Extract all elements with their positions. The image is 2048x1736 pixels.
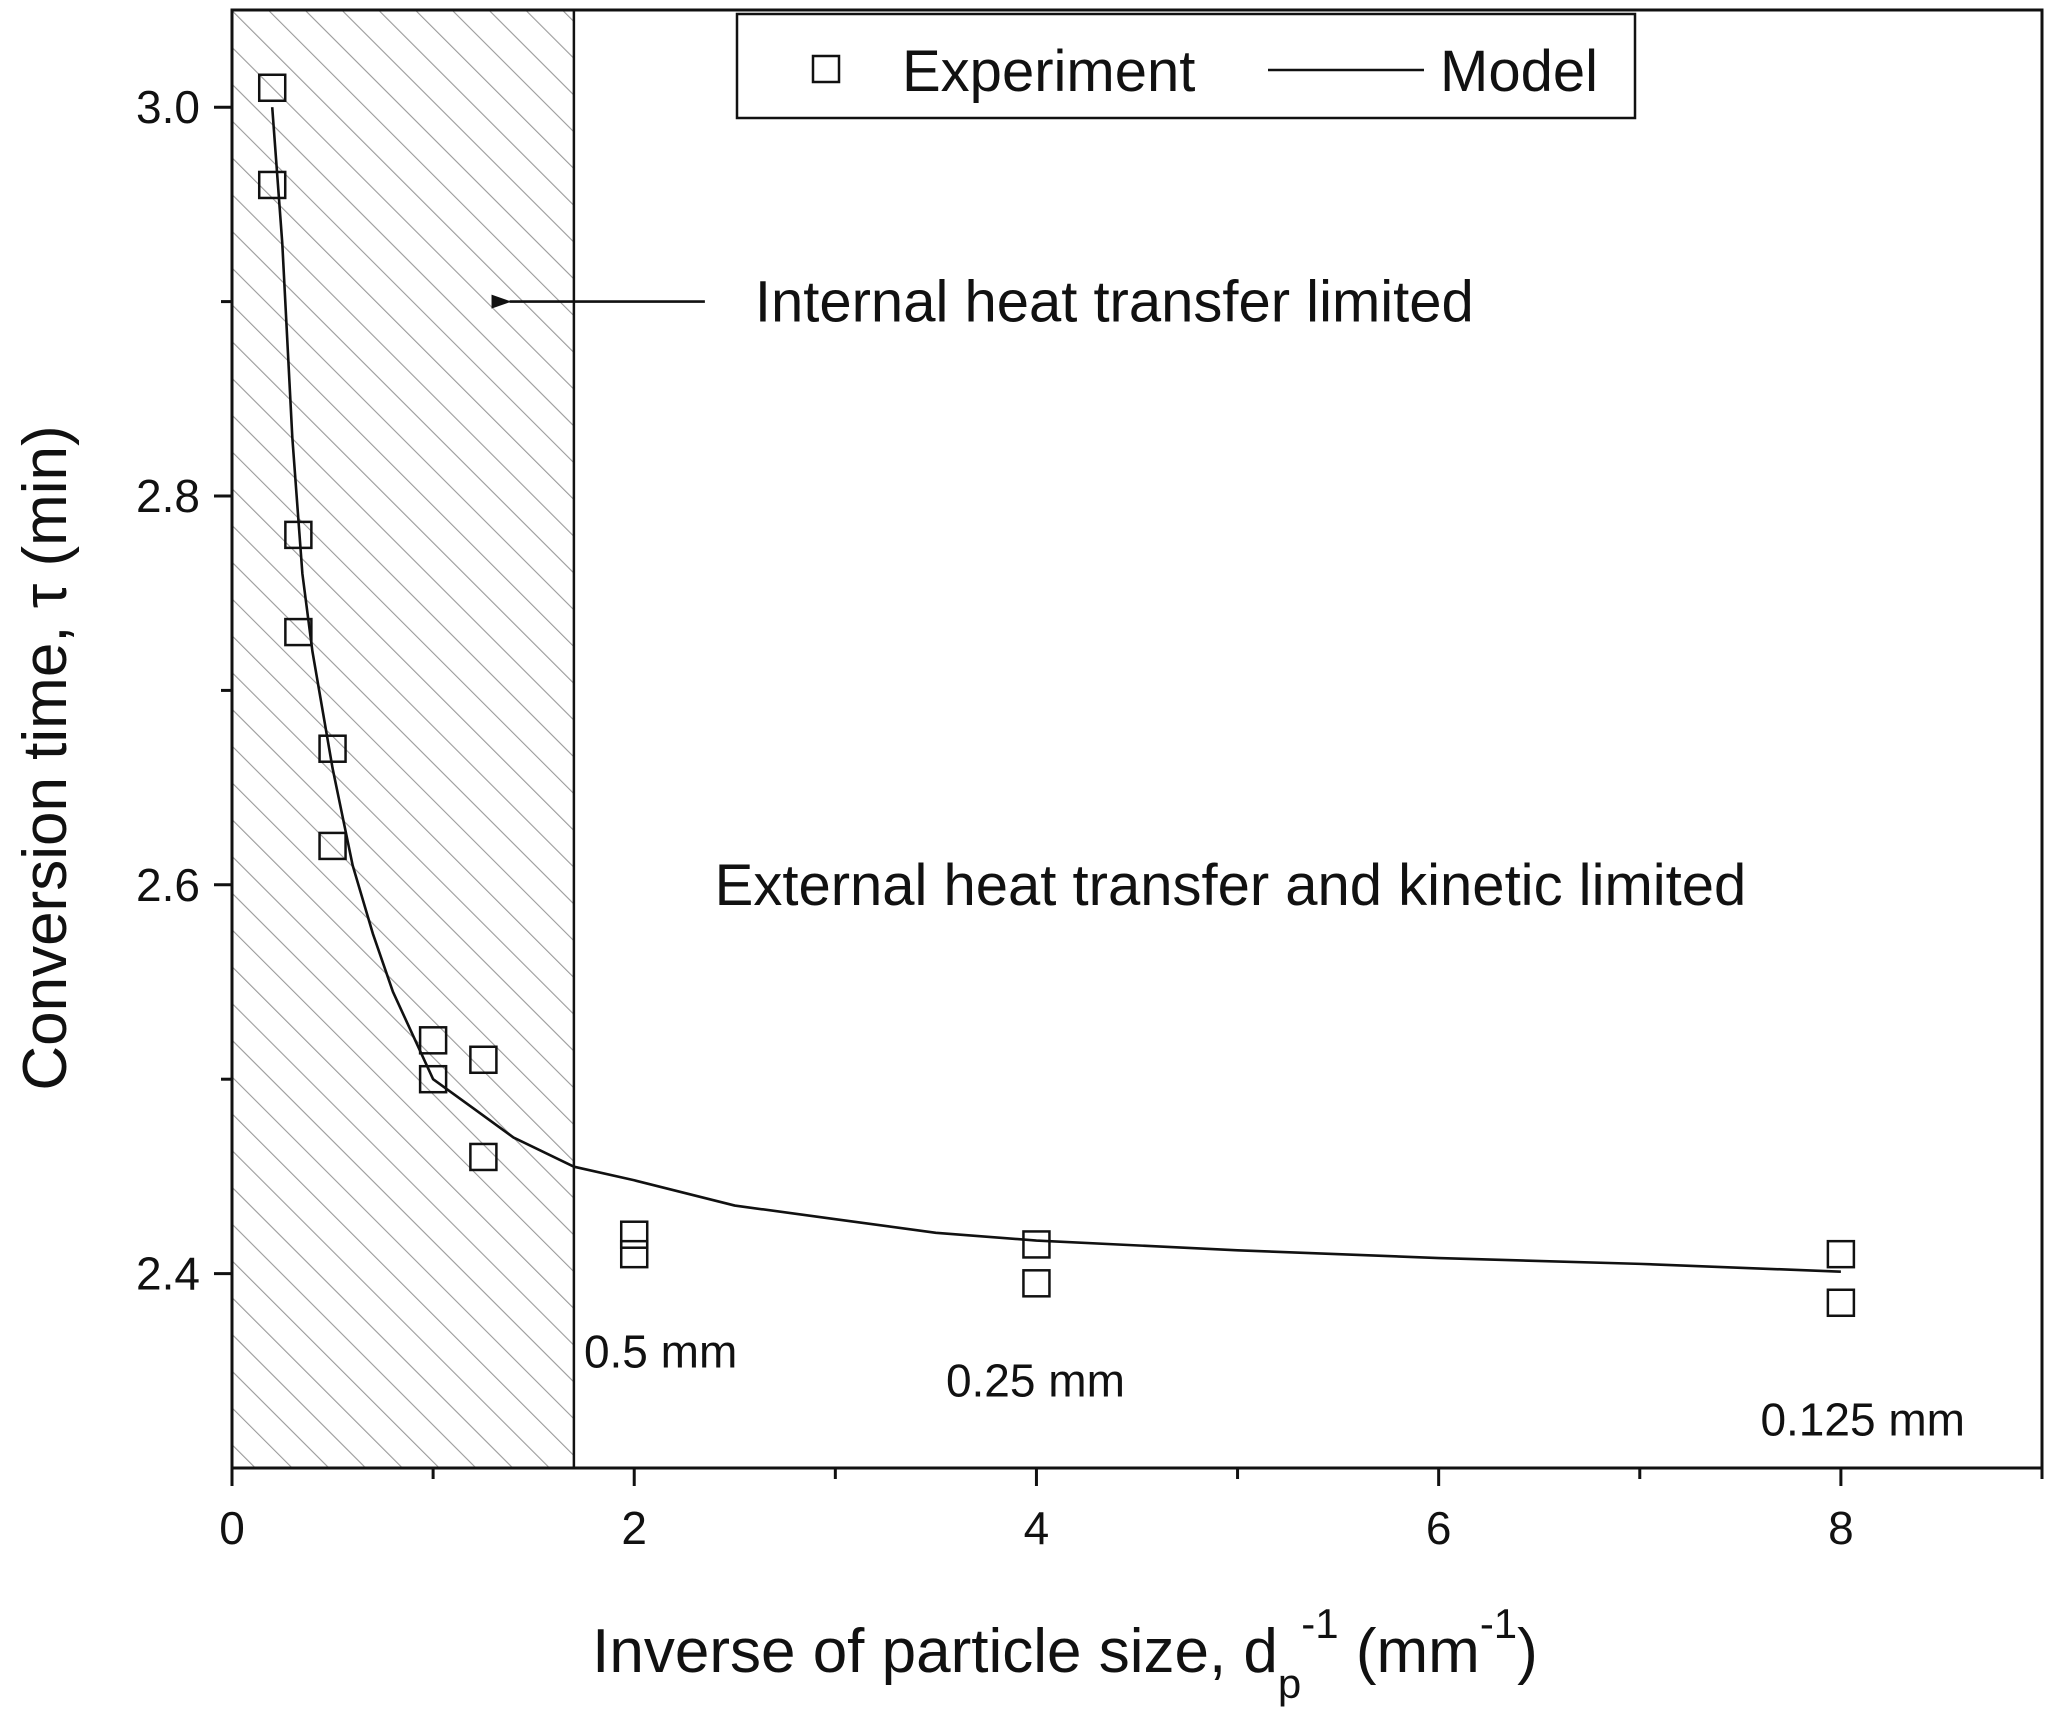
experiment-point (418, 1064, 448, 1094)
x-axis-label-sub: p (1278, 1660, 1301, 1707)
hatched-region (232, 10, 574, 1468)
experiment-point (1826, 1288, 1856, 1318)
x-tick-label: 2 (621, 1502, 647, 1554)
experiment-point (1022, 1230, 1051, 1259)
annotation-external: External heat transfer and kinetic limit… (715, 853, 1747, 918)
experiment-series (257, 73, 1856, 1318)
legend-label-experiment: Experiment (902, 39, 1195, 104)
x-tick-label: 4 (1024, 1502, 1050, 1554)
model-series (270, 107, 1841, 1273)
y-tick-label: 2.6 (136, 859, 200, 911)
y-axis-label: Conversion time, τ (min) (11, 425, 80, 1090)
x-tick-label: 6 (1426, 1502, 1452, 1554)
experiment-point (257, 170, 287, 200)
x-axis-label-unit-close: ) (1517, 1617, 1538, 1686)
annotation-internal: Internal heat transfer limited (755, 270, 1474, 335)
y-tick-label: 3.0 (136, 81, 200, 133)
experiment-point (318, 831, 347, 861)
model-line (270, 107, 1841, 1273)
legend-label-model: Model (1440, 39, 1598, 104)
experiment-point (469, 1045, 498, 1075)
x-axis-label-unit-sup: -1 (1480, 1600, 1517, 1647)
annotations: Internal heat transfer limited External h… (491, 270, 1965, 1445)
y-tick-label: 2.4 (136, 1248, 200, 1300)
axis-ticks: 0 2 4 6 8 2.4 2.6 2.8 3.0 (136, 81, 2044, 1554)
particle-size-label: 0.5 mm (584, 1325, 737, 1377)
legend-box (735, 12, 1637, 120)
y-tick-label: 2.8 (136, 470, 200, 522)
experiment-point (1022, 1269, 1051, 1298)
x-axis-label-sup: -1 (1301, 1600, 1338, 1647)
experiment-point (284, 520, 313, 550)
x-tick-label: 0 (219, 1502, 245, 1554)
experiment-point (318, 734, 347, 763)
particle-size-label: 0.25 mm (946, 1355, 1125, 1407)
particle-size-label: 0.125 mm (1760, 1393, 1965, 1445)
legend-marker-experiment (811, 54, 841, 84)
experiment-point (619, 1239, 649, 1269)
plot-frame (230, 8, 2044, 1470)
experiment-point (257, 73, 287, 103)
x-axis-label-main: Inverse of particle size, d (592, 1617, 1278, 1686)
x-axis-label-unit-open: (mm (1339, 1617, 1480, 1686)
plot-border (230, 8, 2044, 1470)
legend: Experiment Model (735, 12, 1637, 120)
experiment-point (619, 1220, 649, 1249)
internal-limited-region (232, 10, 576, 1468)
experiment-point (1826, 1239, 1856, 1269)
x-tick-label: 8 (1828, 1502, 1854, 1554)
x-axis-label: Inverse of particle size, dp-1 (mm-1) (592, 1600, 1538, 1707)
experiment-point (469, 1142, 498, 1172)
experiment-point (284, 617, 313, 647)
experiment-point (418, 1026, 448, 1055)
